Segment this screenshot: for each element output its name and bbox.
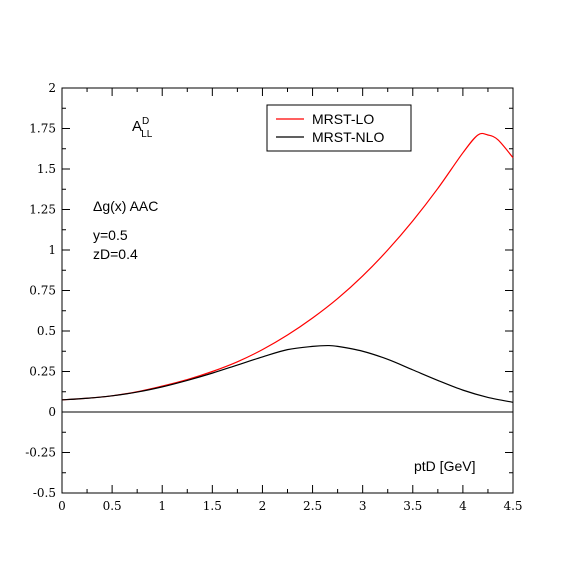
y-tick-label: 1.25 [29,203,56,217]
x-tick-label: 3.5 [403,499,422,513]
y-tick-label: 0.5 [37,324,56,338]
x-tick-label: 2.5 [303,499,322,513]
legend-label-mrst-lo: MRST-LO [312,111,374,127]
y-axis-label-sub: LL [141,129,153,140]
x-tick-label: 0 [58,499,66,513]
x-tick-label: 1.5 [203,499,222,513]
y-axis-label: AD LL [132,116,153,140]
y-axis-label-sup: D [142,116,149,127]
y-tick-label: 1.75 [29,122,56,136]
y-tick-label: 0 [48,405,56,419]
y-tick-label: 1.5 [37,162,56,176]
y-tick-label: 0.25 [29,365,56,379]
legend-box [266,104,412,152]
y-tick-label: 0.75 [29,284,56,298]
x-tick-label: 4.5 [503,499,522,513]
y-tick-label: -0.5 [33,486,56,500]
y-tick-label: -0.25 [25,446,56,460]
annotation-zd: zD=0.4 [93,246,138,262]
y-tick-label: 1 [48,243,56,257]
x-tick-label: 4 [459,499,467,513]
x-axis-label: ptD [GeV] [414,458,475,474]
x-tick-label: 2 [259,499,267,513]
y-axis-label-main: A [132,118,142,135]
series-line-mrst-lo [61,132,514,401]
x-axis-ticks: 0 0.5 1 1.5 2 2.5 3 3.5 4 4.5 [58,88,523,513]
series-lines [61,132,514,403]
legend-label-mrst-nlo: MRST-NLO [312,129,384,145]
x-tick-label: 0.5 [103,499,122,513]
x-tick-label: 1 [158,499,166,513]
annotation-pdf: Δg(x) AAC [93,198,158,214]
x-tick-label: 3 [359,499,367,513]
series-line-mrst-nlo [61,344,514,403]
y-axis-ticks: -0.5 -0.25 0 0.25 0.5 0.75 1 1.25 1.5 1.75 2 [25,81,513,500]
y-tick-label: 2 [48,81,56,95]
legend: MRST-LO MRST-NLO [266,104,412,152]
annotation-y: y=0.5 [93,227,128,243]
